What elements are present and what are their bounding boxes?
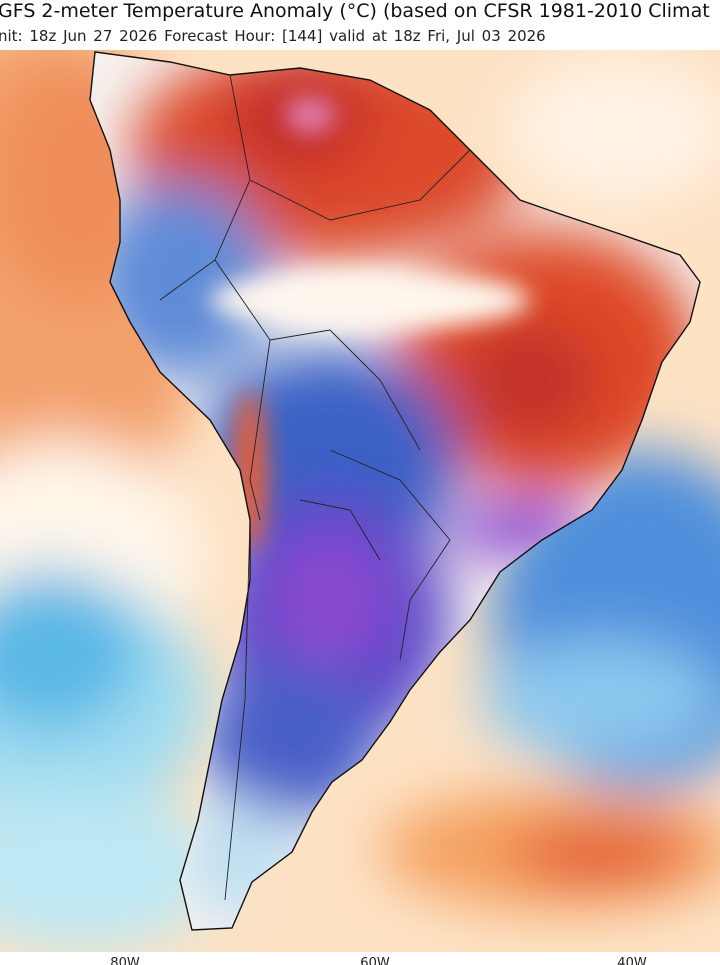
warm-south-atlantic-core	[510, 830, 690, 880]
border	[214, 259, 421, 451]
longitude-labels: 80W 60W 40W	[0, 952, 720, 965]
map	[0, 50, 720, 952]
cool-pacific-core	[0, 570, 140, 730]
longitude-label: 40W	[617, 956, 647, 965]
cool-south-pacific	[0, 790, 220, 950]
longitude-label: 80W	[110, 956, 140, 965]
map-title: GFS 2-meter Temperature Anomaly (°C) (ba…	[0, 0, 710, 22]
neutral-band	[210, 270, 530, 330]
cold-south-core	[270, 530, 390, 670]
header: GFS 2-meter Temperature Anomaly (°C) (ba…	[0, 0, 720, 50]
hot-spot	[285, 97, 335, 133]
borders	[159, 74, 471, 901]
longitude-label: 60W	[360, 956, 390, 965]
border	[224, 519, 251, 901]
border	[159, 74, 251, 301]
border	[249, 339, 271, 521]
neutral-atlantic	[510, 60, 720, 200]
cool-atlantic-edge	[480, 640, 720, 760]
border	[299, 499, 381, 561]
map-subtitle: nit: 18z Jun 27 2026 Forecast Hour: [144…	[0, 27, 546, 45]
warm-east-core	[460, 320, 600, 440]
border	[329, 449, 451, 661]
border	[249, 149, 471, 221]
